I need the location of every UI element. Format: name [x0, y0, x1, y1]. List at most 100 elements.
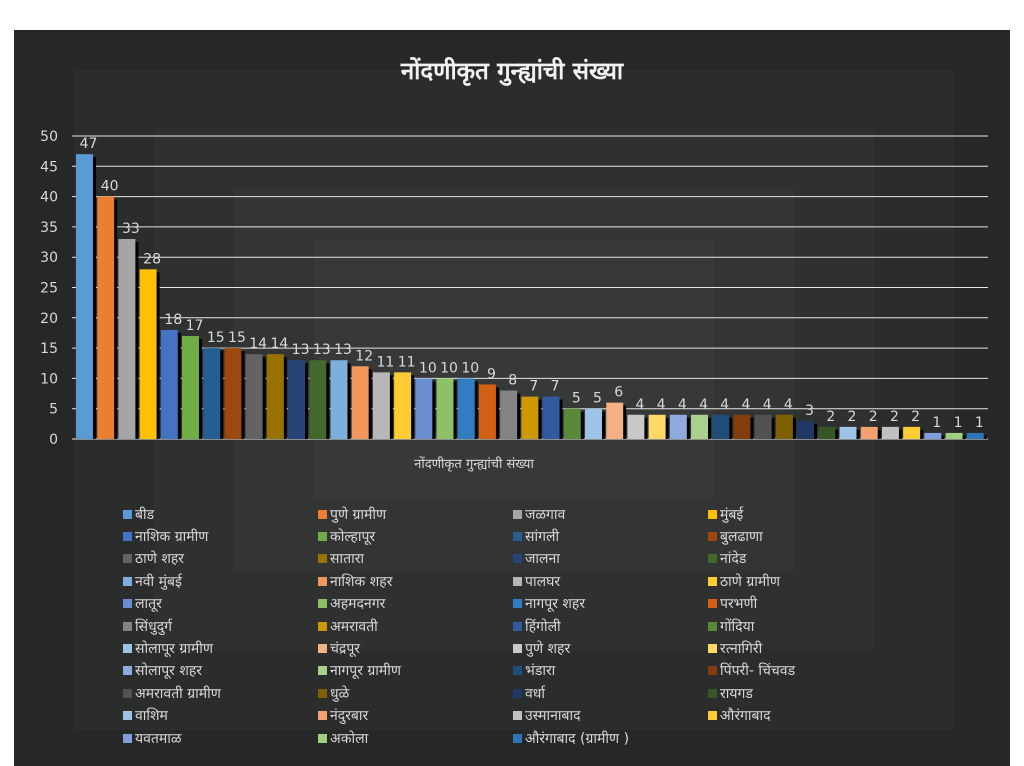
y-tick-label: 40 [40, 190, 58, 206]
legend-label: नाशिक शहर [330, 573, 393, 590]
bar [733, 414, 751, 439]
legend-swatch [513, 576, 522, 586]
legend-label: ठाणे ग्रामीण [720, 573, 780, 590]
legend-item: नागपूर ग्रामीण [318, 661, 513, 681]
data-label: 4 [657, 397, 666, 413]
legend-label: सिंधुदुर्ग [135, 618, 173, 635]
bar [436, 378, 454, 439]
legend-item: रायगड [708, 683, 903, 703]
legend-label: नवी मुंबई [135, 573, 182, 590]
y-tick-label: 45 [40, 159, 58, 175]
legend-swatch [123, 688, 132, 698]
legend-label: सोलापूर ग्रामीण [135, 641, 213, 658]
x-axis-title: नोंदणीकृत गुन्ह्यांची संख्या [414, 457, 534, 472]
legend-label: नागपूर शहर [525, 596, 586, 613]
legend-swatch [318, 532, 327, 542]
data-label: 8 [508, 373, 517, 389]
legend-item: अमरावती [318, 616, 513, 636]
legend-label: सांगली [525, 529, 560, 546]
legend-swatch [708, 711, 717, 721]
data-label: 1 [954, 415, 963, 431]
data-label: 2 [848, 409, 857, 425]
legend-label: नंदुरबार [330, 708, 369, 725]
legend-item: सातारा [318, 549, 513, 569]
legend-item: लातूर [123, 594, 318, 614]
legend-label: पिंपरी- चिंचवड [720, 663, 796, 680]
data-label: 18 [164, 312, 182, 328]
legend-label: रत्नागिरी [720, 641, 763, 658]
data-label: 5 [593, 391, 602, 407]
bar [627, 414, 645, 439]
legend-item: औरंगाबाद [708, 706, 903, 726]
legend-swatch [318, 688, 327, 698]
data-label: 33 [122, 221, 140, 237]
y-tick-label: 30 [40, 250, 58, 266]
legend-swatch [708, 599, 717, 609]
data-label: 7 [529, 379, 538, 395]
legend-swatch [123, 599, 132, 609]
legend-swatch [318, 666, 327, 676]
data-label: 6 [614, 385, 623, 401]
legend-label: वर्धा [525, 685, 546, 702]
data-label: 13 [313, 342, 331, 358]
legend-label: नांदेड [720, 551, 747, 568]
data-label: 4 [635, 397, 644, 413]
legend-swatch [513, 733, 522, 743]
legend-label: मुंबई [720, 506, 744, 523]
legend-swatch [123, 666, 132, 676]
legend-item: पुणे ग्रामीण [318, 504, 513, 524]
legend-swatch [708, 509, 717, 519]
bar [351, 366, 369, 439]
legend-swatch [513, 509, 522, 519]
data-label: 4 [763, 397, 772, 413]
legend-label: सातारा [330, 551, 365, 568]
legend-item: जालना [513, 549, 708, 569]
legend-label: चंद्रपूर [330, 641, 361, 658]
bar [669, 414, 687, 439]
legend-label: धुळे [330, 685, 350, 702]
y-tick-label: 35 [40, 220, 58, 236]
legend-label: सोलापूर शहर [135, 663, 203, 680]
bar [266, 354, 284, 439]
legend-swatch [318, 509, 327, 519]
legend-label: जळगाव [525, 506, 566, 523]
legend-label: बुलढाणा [720, 529, 763, 546]
bar [394, 372, 412, 439]
data-label: 10 [440, 360, 458, 376]
legend-item: मुंबई [708, 504, 903, 524]
data-label: 4 [742, 397, 751, 413]
legend-item: उस्मानाबाद [513, 706, 708, 726]
bar [76, 154, 93, 439]
legend-item: अकोला [318, 728, 513, 748]
legend-swatch [513, 711, 522, 721]
bar [606, 402, 624, 439]
legend-swatch [513, 532, 522, 542]
legend-label: अमरावती ग्रामीण [135, 685, 221, 702]
data-label: 2 [911, 409, 920, 425]
legend-swatch [708, 532, 717, 542]
legend-swatch [123, 711, 132, 721]
legend-label: पालघर [525, 573, 561, 590]
bar [754, 414, 772, 439]
legend-label: ठाणे शहर [135, 551, 185, 568]
legend-swatch [123, 554, 132, 564]
legend-item: औरंगाबाद (ग्रामीण ) [513, 728, 708, 748]
legend-label: औरंगाबाद [720, 708, 771, 725]
y-tick-label: 0 [49, 432, 58, 448]
legend-item: पालघर [513, 571, 708, 591]
legend-swatch [513, 599, 522, 609]
legend: बीड पुणे ग्रामीण जळगाव मुंबई नाशिक ग्रामीण को… [123, 504, 923, 748]
legend-item: रत्नागिरी [708, 638, 903, 658]
bar [903, 426, 921, 439]
legend-item: नंदुरबार [318, 706, 513, 726]
legend-label: लातूर [135, 596, 162, 613]
legend-item: सिंधुदुर्ग [123, 616, 318, 636]
bar [691, 414, 709, 439]
bar [160, 329, 178, 439]
y-tick-label: 10 [40, 371, 58, 387]
legend-swatch [123, 532, 132, 542]
legend-item: पुणे शहर [513, 638, 708, 658]
bar [966, 432, 984, 439]
bar [924, 432, 942, 439]
bar [500, 390, 518, 439]
